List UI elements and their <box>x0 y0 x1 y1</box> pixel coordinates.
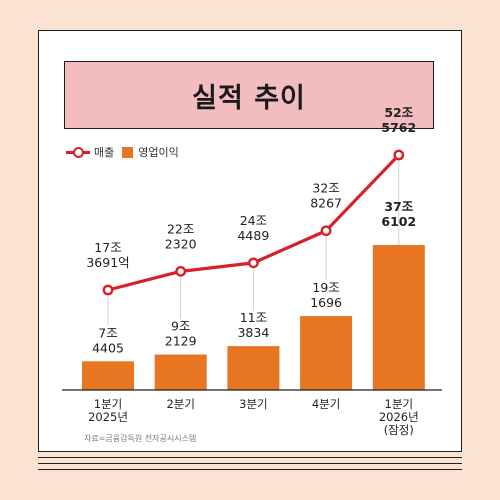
category-label: (잠정) <box>384 423 414 437</box>
profit-value-label: 9조 <box>171 318 190 333</box>
profit-value-label: 1696 <box>310 295 342 310</box>
legend-bar-label: 영업이익 <box>138 146 179 159</box>
bar <box>372 245 425 390</box>
bar <box>227 346 280 390</box>
sales-point <box>320 225 332 237</box>
category-label: 3분기 <box>239 397 267 411</box>
profit-value-label: 37조 <box>384 199 413 214</box>
category-label: 2026년 <box>379 410 419 424</box>
legend-line-label: 매출 <box>94 146 115 159</box>
chart-title: 실적 추이 <box>192 82 306 114</box>
sales-value-label: 4489 <box>237 228 269 243</box>
title-banner: 실적 추이 <box>64 61 434 129</box>
sales-value-label: 3691억 <box>86 255 129 270</box>
sales-point <box>175 265 187 277</box>
bar <box>82 361 134 390</box>
category-label: 1분기 <box>385 397 413 411</box>
profit-value-label: 2129 <box>165 333 197 348</box>
profit-value-label: 4405 <box>92 340 124 355</box>
bottom-rule <box>38 463 462 464</box>
source-note: 자료=금융감독원 전자공시시스템 <box>84 434 197 443</box>
sales-value-label: 52조 <box>384 105 413 120</box>
line-legend-icon <box>66 146 90 158</box>
bar <box>300 316 353 390</box>
profit-value-label: 7조 <box>98 325 117 340</box>
category-label: 1분기 <box>94 397 122 411</box>
sales-point <box>102 284 114 296</box>
profit-value-label: 19조 <box>312 280 339 295</box>
profit-value-label: 3834 <box>237 325 269 340</box>
sales-value-label: 5762 <box>381 120 416 135</box>
bottom-rule <box>38 469 462 470</box>
sales-value-label: 24조 <box>240 213 267 228</box>
profit-value-label: 11조 <box>240 310 267 325</box>
bar <box>154 354 207 390</box>
sales-value-label: 2320 <box>165 236 197 251</box>
category-label: 4분기 <box>312 397 340 411</box>
category-label: 2025년 <box>88 410 128 424</box>
category-label: 2분기 <box>166 397 194 411</box>
bottom-rule <box>38 457 462 458</box>
sales-value-label: 8267 <box>310 196 342 211</box>
sales-value-label: 32조 <box>312 181 339 196</box>
sales-value-label: 17조 <box>94 240 121 255</box>
sales-value-label: 22조 <box>167 221 194 236</box>
sales-point <box>247 257 259 269</box>
bar-legend-icon <box>122 146 134 158</box>
legend: 매출 영업이익 <box>66 144 179 160</box>
sales-point <box>393 149 405 161</box>
profit-value-label: 6102 <box>381 214 416 229</box>
